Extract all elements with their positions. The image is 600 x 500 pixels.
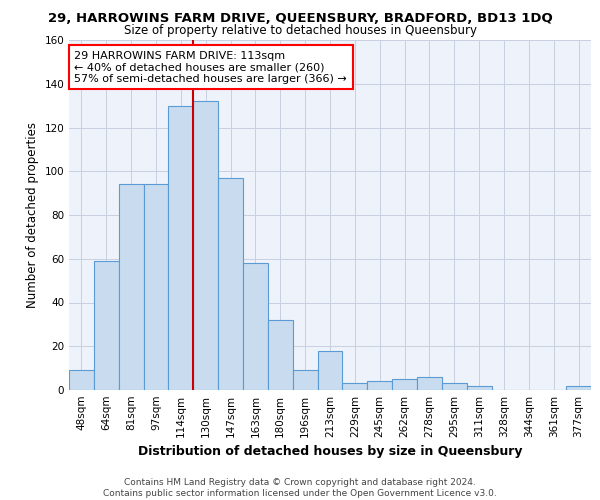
Bar	[293, 370, 317, 390]
Bar	[392, 379, 417, 390]
Bar	[94, 261, 119, 390]
Bar	[169, 106, 193, 390]
Bar	[467, 386, 491, 390]
X-axis label: Distribution of detached houses by size in Queensbury: Distribution of detached houses by size …	[138, 446, 522, 458]
Text: 29, HARROWINS FARM DRIVE, QUEENSBURY, BRADFORD, BD13 1DQ: 29, HARROWINS FARM DRIVE, QUEENSBURY, BR…	[47, 12, 553, 24]
Bar	[417, 377, 442, 390]
Bar	[69, 370, 94, 390]
Bar	[442, 384, 467, 390]
Bar	[119, 184, 143, 390]
Bar	[317, 350, 343, 390]
Text: Contains HM Land Registry data © Crown copyright and database right 2024.
Contai: Contains HM Land Registry data © Crown c…	[103, 478, 497, 498]
Bar	[243, 263, 268, 390]
Bar	[193, 102, 218, 390]
Text: Size of property relative to detached houses in Queensbury: Size of property relative to detached ho…	[124, 24, 476, 37]
Bar	[143, 184, 169, 390]
Bar	[343, 384, 367, 390]
Bar	[268, 320, 293, 390]
Bar	[566, 386, 591, 390]
Bar	[367, 381, 392, 390]
Bar	[218, 178, 243, 390]
Text: 29 HARROWINS FARM DRIVE: 113sqm
← 40% of detached houses are smaller (260)
57% o: 29 HARROWINS FARM DRIVE: 113sqm ← 40% of…	[74, 50, 347, 84]
Y-axis label: Number of detached properties: Number of detached properties	[26, 122, 39, 308]
